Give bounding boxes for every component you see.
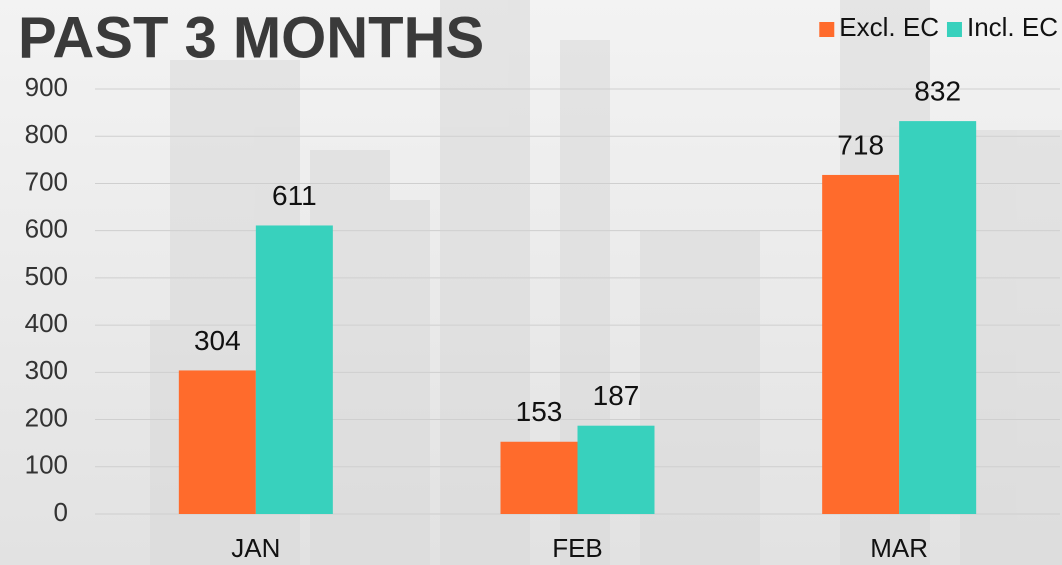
y-tick-label: 400: [25, 308, 68, 338]
y-tick-label: 900: [25, 72, 68, 102]
data-label: 832: [914, 76, 961, 107]
y-tick-label: 700: [25, 166, 68, 196]
y-tick-label: 100: [25, 450, 68, 480]
y-tick-label: 500: [25, 261, 68, 291]
bar: [822, 175, 899, 514]
data-label: 187: [593, 380, 640, 411]
bar: [256, 225, 333, 514]
x-tick-label: MAR: [870, 533, 928, 563]
data-label: 304: [194, 325, 241, 356]
y-tick-label: 800: [25, 119, 68, 149]
y-tick-label: 0: [54, 497, 68, 527]
x-tick-label: FEB: [552, 533, 603, 563]
bar: [899, 121, 976, 514]
legend-swatch: [819, 22, 834, 37]
y-tick-label: 300: [25, 355, 68, 385]
chart-title: PAST 3 MONTHS: [18, 5, 484, 70]
legend-swatch: [947, 22, 962, 37]
data-label: 718: [837, 129, 884, 160]
y-tick-label: 200: [25, 402, 68, 432]
bar: [578, 426, 655, 514]
data-label: 153: [516, 396, 563, 427]
chart: PAST 3 MONTHS 0 100 200 300 400 500 600 700 800 9…: [0, 0, 1062, 565]
legend-label: Excl. EC: [839, 12, 939, 42]
x-tick-label: JAN: [231, 533, 280, 563]
data-label: 611: [272, 180, 317, 211]
legend-label: Incl. EC: [967, 12, 1058, 42]
bar: [501, 442, 578, 514]
bar: [179, 370, 256, 514]
y-tick-label: 600: [25, 214, 68, 244]
